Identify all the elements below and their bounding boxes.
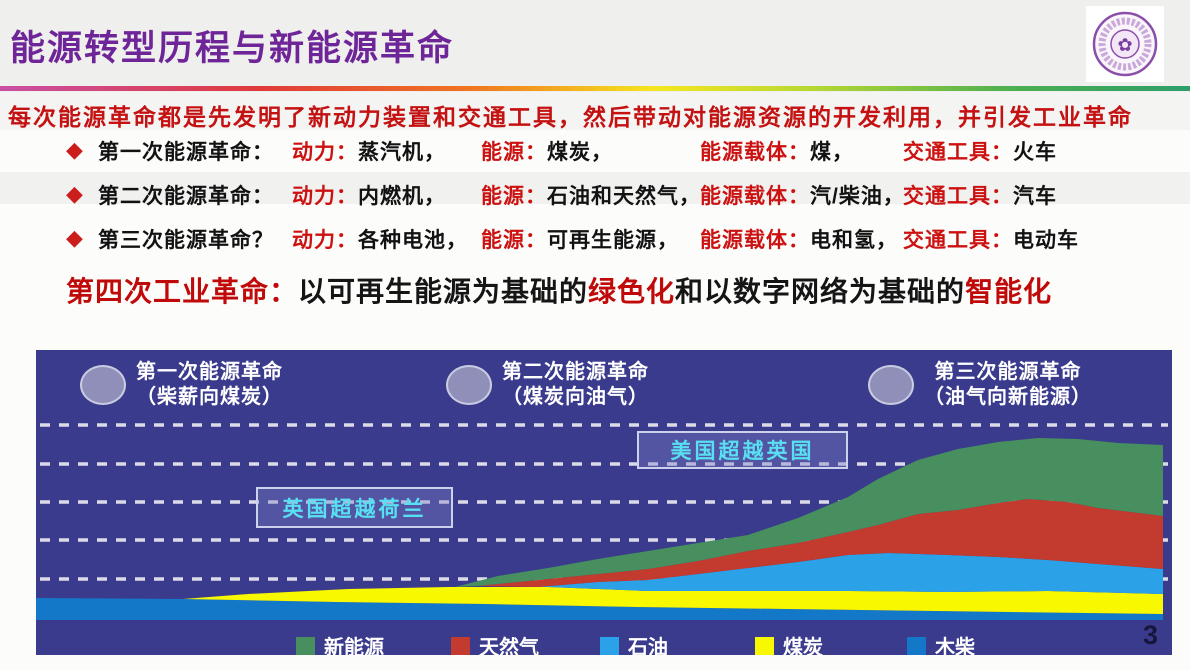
bullet-segment: 动力：各种电池， bbox=[292, 229, 468, 252]
legend-swatch-icon bbox=[451, 636, 470, 655]
intro-text: 每次能源革命都是先发明了新动力装置和交通工具，然后带动对能源资源的开发利用，并引… bbox=[8, 104, 1133, 130]
legend-swatch-icon bbox=[755, 636, 774, 655]
oil-area bbox=[538, 553, 1163, 594]
annotation-uk-surpasses-netherlands: 英国超越荷兰 bbox=[256, 487, 453, 528]
era-title: 第一次能源革命 bbox=[136, 361, 283, 383]
bullet-segment: 动力：内燃机， bbox=[292, 185, 446, 208]
bullet-segment: 能源：煤炭， bbox=[481, 141, 613, 164]
legend-swatch-icon bbox=[600, 636, 619, 655]
wood-area bbox=[36, 598, 1163, 620]
era-subtitle: （油气向新能源） bbox=[924, 386, 1092, 408]
legend-item-natural-gas: 天然气 bbox=[451, 631, 539, 660]
university-logo: ✿ bbox=[1086, 6, 1164, 82]
legend-swatch-icon bbox=[907, 636, 926, 655]
university-seal-icon: ✿ bbox=[1092, 11, 1158, 77]
bullet-title: 第三次能源革命？ bbox=[98, 229, 274, 252]
bullet-third-energy-revolution: ◆ 第三次能源革命？ 动力：各种电池， 能源：可再生能源， 能源载体：电和氢， … bbox=[0, 224, 1190, 258]
diamond-bullet-icon: ◆ bbox=[66, 181, 83, 206]
bullet-segment: 能源载体：电和氢， bbox=[700, 229, 898, 252]
era-circle-icon bbox=[80, 365, 126, 405]
era-label-second: 第二次能源革命 （煤炭向油气） bbox=[446, 360, 649, 410]
bullet-segment: 能源载体：汽/柴油， bbox=[700, 185, 905, 208]
legend-item-wood: 木柴 bbox=[907, 631, 975, 660]
bullet-title: 第一次能源革命： bbox=[98, 141, 274, 164]
bullet-segment: 交通工具：汽车 bbox=[903, 185, 1057, 208]
era-label-third: 第三次能源革命 （油气向新能源） bbox=[868, 360, 1092, 410]
page-number: 3 bbox=[1142, 620, 1158, 650]
bullet-segment: 能源载体：煤， bbox=[700, 141, 854, 164]
era-circle-icon bbox=[868, 365, 914, 405]
rev4-lead: 第四次工业革命： bbox=[66, 276, 299, 307]
era-subtitle: （煤炭向油气） bbox=[502, 386, 649, 408]
legend-item-new-energy: 新能源 bbox=[296, 631, 384, 660]
stacked-area-chart bbox=[36, 423, 1168, 620]
era-label-first: 第一次能源革命 （柴薪向煤炭） bbox=[80, 360, 283, 410]
bullet-first-energy-revolution: ◆ 第一次能源革命： 动力：蒸汽机， 能源：煤炭， 能源载体：煤， 交通工具：火… bbox=[0, 136, 1190, 170]
bullet-title: 第二次能源革命： bbox=[98, 185, 274, 208]
annotation-us-surpasses-uk: 美国超越英国 bbox=[637, 431, 848, 469]
era-title: 第二次能源革命 bbox=[502, 361, 649, 383]
page-title: 能源转型历程与新能源革命 bbox=[10, 29, 455, 68]
svg-text:✿: ✿ bbox=[1117, 35, 1132, 55]
diamond-bullet-icon: ◆ bbox=[66, 137, 83, 162]
bullet-segment: 交通工具：电动车 bbox=[903, 229, 1079, 252]
bullet-segment: 动力：蒸汽机， bbox=[292, 141, 446, 164]
legend-swatch-icon bbox=[296, 636, 315, 655]
gas-area bbox=[478, 499, 1163, 587]
diamond-bullet-icon: ◆ bbox=[66, 225, 83, 250]
era-subtitle: （柴薪向煤炭） bbox=[136, 386, 283, 408]
era-circle-icon bbox=[446, 365, 492, 405]
bullet-segment: 交通工具：火车 bbox=[903, 141, 1057, 164]
newenergy-area bbox=[455, 438, 1163, 587]
bullet-second-energy-revolution: ◆ 第二次能源革命： 动力：内燃机， 能源：石油和天然气， 能源载体：汽/柴油，… bbox=[0, 180, 1190, 214]
legend-item-coal: 煤炭 bbox=[755, 631, 823, 660]
fourth-industrial-revolution-text: 第四次工业革命：以可再生能源为基础的绿色化和以数字网络为基础的智能化 bbox=[66, 276, 1053, 307]
rainbow-divider bbox=[0, 86, 1190, 91]
bullet-segment: 能源：石油和天然气， bbox=[481, 185, 701, 208]
legend-item-oil: 石油 bbox=[600, 631, 668, 660]
era-title: 第三次能源革命 bbox=[934, 361, 1082, 383]
coal-area bbox=[183, 587, 1163, 614]
energy-transition-chart: 第一次能源革命 （柴薪向煤炭） 第二次能源革命 （煤炭向油气） 第三次能源革命 … bbox=[36, 350, 1172, 659]
bullet-segment: 能源：可再生能源， bbox=[481, 229, 679, 252]
